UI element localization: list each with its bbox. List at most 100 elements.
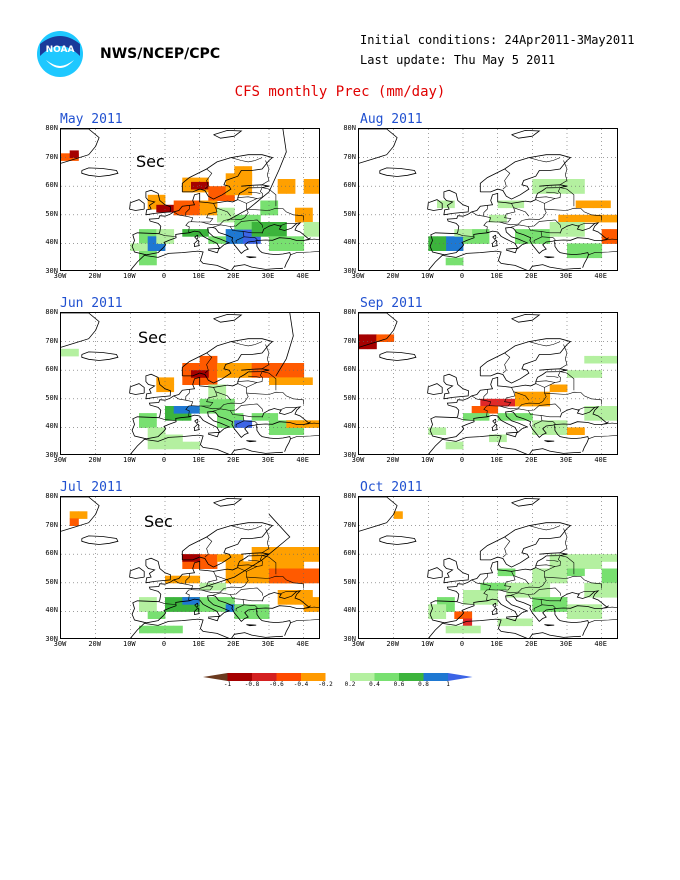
grid-cell	[260, 561, 270, 569]
lon-tick-label: 20W	[88, 640, 101, 648]
country-border	[535, 564, 556, 567]
lon-tick-label: 10W	[421, 640, 434, 648]
grid-cell	[489, 597, 499, 605]
grid-cell	[269, 200, 279, 209]
lon-tick-label: 30W	[351, 272, 365, 280]
coastline	[379, 535, 417, 545]
grid-cell	[225, 604, 235, 612]
grid-cell	[234, 363, 244, 371]
grid-cell	[156, 204, 166, 213]
grid-cell	[303, 179, 313, 187]
grid-cell	[463, 413, 473, 421]
coastline	[129, 199, 145, 211]
grid-cell	[225, 207, 235, 216]
grid-cell	[139, 236, 149, 244]
country-border	[471, 211, 492, 233]
grid-cell	[269, 554, 279, 562]
country-border	[559, 160, 568, 186]
grid-cell	[541, 420, 551, 428]
grid-cell	[156, 243, 166, 251]
lon-tick-label: 0	[161, 272, 167, 280]
grid-cell	[182, 441, 192, 450]
lat-tick-label: 70N	[45, 520, 58, 529]
grid-cell	[428, 604, 438, 612]
country-border	[243, 236, 258, 240]
grid-cell	[269, 427, 279, 435]
grid-cell	[303, 377, 313, 385]
lon-tick-label: 20E	[525, 272, 538, 280]
grid-cell	[445, 597, 455, 605]
grid-cell	[217, 420, 227, 428]
coastline	[505, 615, 518, 622]
grid-cell	[295, 575, 305, 584]
country-border	[528, 157, 561, 163]
grid-cell	[575, 243, 585, 251]
grid-cell	[515, 398, 525, 407]
grid-cell	[541, 398, 551, 407]
grid-cell	[217, 363, 227, 371]
country-border	[553, 239, 556, 244]
grid-cell	[567, 561, 577, 569]
grid-cell	[225, 568, 235, 577]
coastline	[479, 154, 572, 200]
grid-cell	[295, 243, 305, 251]
colorbar-segment	[399, 673, 424, 681]
grid-cell	[515, 618, 525, 627]
grid-cell	[191, 377, 201, 385]
grid-cell	[312, 179, 319, 187]
map-panel	[60, 312, 320, 455]
grid-cell	[286, 179, 296, 187]
coastline	[429, 594, 609, 624]
grid-cell	[506, 200, 516, 209]
grid-cell	[471, 597, 481, 605]
country-border	[483, 205, 488, 217]
grid-cell	[277, 568, 287, 577]
colorbar-label: 0.4	[369, 681, 380, 688]
coastline	[559, 590, 608, 608]
country-border	[215, 391, 232, 401]
coastline	[145, 189, 171, 216]
panel-title: Jul 2011	[60, 480, 123, 495]
grid-cell	[558, 222, 568, 230]
grid-cell	[445, 257, 455, 266]
grid-cell	[165, 204, 175, 213]
grid-cell	[156, 377, 166, 385]
country-border	[303, 238, 319, 241]
grid-cell	[147, 597, 157, 605]
grid-cell	[251, 568, 261, 577]
grid-cell	[234, 214, 244, 223]
grid-cell	[601, 554, 611, 562]
coastline	[207, 615, 220, 622]
coastline	[194, 239, 200, 247]
grid-cell	[147, 420, 157, 428]
lon-tick-label: 10E	[192, 272, 205, 280]
coastline	[379, 351, 417, 361]
panel-title: May 2011	[60, 112, 123, 127]
grid-cell	[295, 377, 305, 385]
grid-cell	[601, 575, 611, 584]
country-border	[290, 435, 319, 440]
country-border	[528, 525, 561, 531]
country-border	[541, 420, 556, 424]
grid-cell	[234, 611, 244, 619]
grid-cell	[251, 370, 261, 378]
grid-cell	[567, 370, 577, 378]
grid-cell	[593, 604, 603, 612]
grid-cell	[471, 229, 481, 237]
grid-cell	[277, 236, 287, 244]
grid-cell	[69, 150, 79, 158]
grid-cell	[584, 611, 594, 619]
colorbar-segment	[350, 673, 375, 681]
grid-cell	[445, 200, 455, 209]
colorbar-segment	[374, 673, 399, 681]
colorbar-segment	[301, 673, 326, 681]
coastline	[261, 222, 310, 240]
grid-cell	[541, 427, 551, 435]
country-border	[243, 604, 258, 608]
grid-cell	[208, 355, 218, 364]
grid-cell	[567, 243, 577, 251]
lat-tick-label: 30N	[45, 451, 58, 459]
coastline	[148, 552, 270, 602]
lon-tick-label: 10W	[123, 640, 136, 648]
grid-cell	[243, 180, 253, 189]
